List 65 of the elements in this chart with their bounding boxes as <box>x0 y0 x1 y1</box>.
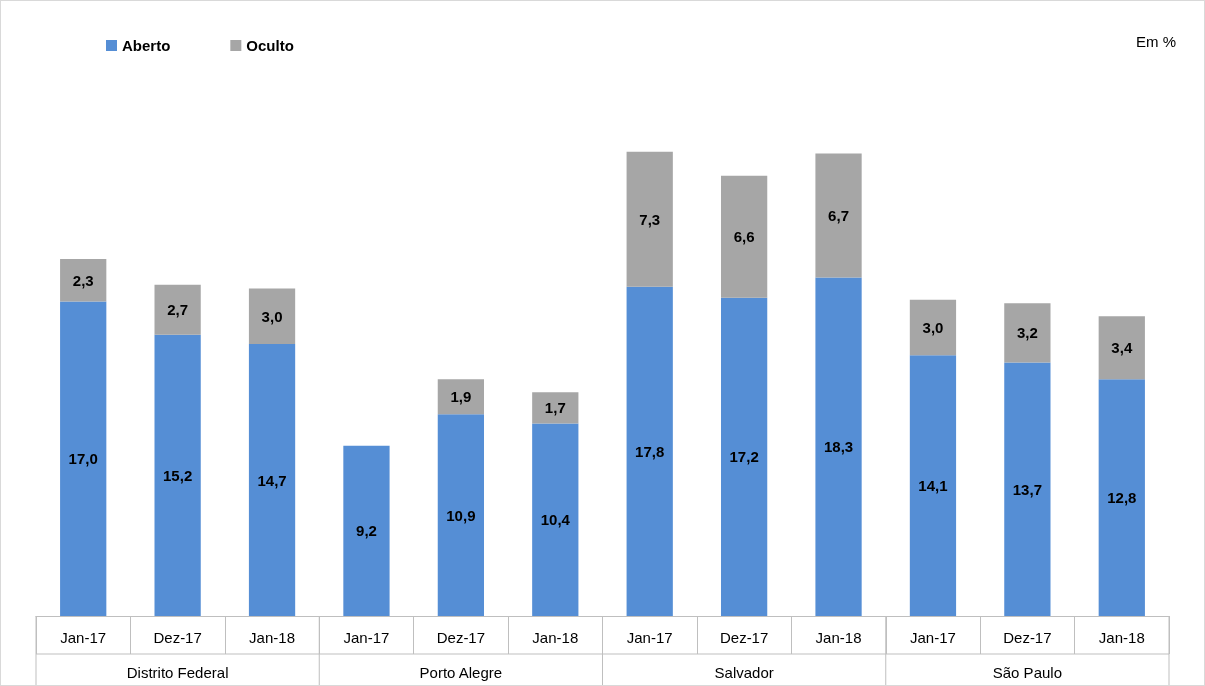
data-label: 13,7 <box>1012 480 1042 498</box>
data-label: 7,3 <box>639 210 661 228</box>
x-tick-label: Dez-17 <box>436 629 486 646</box>
data-label: 3,0 <box>922 318 944 336</box>
bar <box>437 379 485 415</box>
bar <box>626 286 673 616</box>
bar <box>248 288 296 345</box>
data-label: 10,9 <box>446 506 476 524</box>
bar <box>532 423 579 616</box>
legend-label: Aberto <box>122 37 171 54</box>
data-label: 3,0 <box>261 307 283 325</box>
x-tick-label: Jan-18 <box>532 629 579 646</box>
x-tick-label: Dez-17 <box>719 629 769 646</box>
bar <box>60 258 107 302</box>
x-tick-label: Jan-17 <box>60 629 107 646</box>
legend-label: Oculto <box>246 37 294 54</box>
bar <box>248 344 296 616</box>
bar <box>1098 379 1145 616</box>
data-label: 2,3 <box>72 271 94 289</box>
data-label: 18,3 <box>823 438 854 456</box>
bar <box>154 334 201 616</box>
bar <box>720 297 768 616</box>
x-tick-label: Jan-17 <box>343 629 390 646</box>
text: São Paulo <box>992 663 1062 681</box>
data-label: 3,2 <box>1016 324 1038 342</box>
data-label: 1,7 <box>544 399 566 417</box>
data-label: 2,7 <box>167 301 189 319</box>
data-label: 17,2 <box>729 448 759 466</box>
bar <box>720 175 768 298</box>
bar <box>909 355 957 616</box>
bar <box>909 299 957 356</box>
data-label: 3,4 <box>1111 339 1133 357</box>
data-label: 6,6 <box>733 228 755 246</box>
x-tick-label: Jan-17 <box>910 629 956 646</box>
x-tick-label: Dez-17 <box>153 629 202 646</box>
data-label: 14,7 <box>257 471 287 489</box>
text: Salvador <box>714 663 774 681</box>
text: Distrito Federal <box>126 663 229 681</box>
bar <box>626 151 673 287</box>
data-label: 10,4 <box>540 511 571 529</box>
bar <box>815 153 862 278</box>
bar <box>1098 316 1145 380</box>
text: Porto Alegre <box>419 663 503 681</box>
x-tick-label: Jan-18 <box>1098 629 1145 646</box>
bar <box>815 277 862 616</box>
bar <box>532 392 579 424</box>
data-label: 12,8 <box>1107 489 1137 507</box>
data-label: 14,1 <box>918 477 948 495</box>
data-label: 17,8 <box>635 442 665 460</box>
text: Em % <box>1136 33 1177 50</box>
bar <box>343 445 390 616</box>
x-tick-label: Jan-18 <box>249 629 295 646</box>
bar <box>1004 303 1051 363</box>
data-label: 15,2 <box>163 466 193 484</box>
x-tick-label: Dez-17 <box>1003 629 1052 646</box>
bar <box>154 284 201 335</box>
bar <box>60 301 107 616</box>
data-label: 9,2 <box>356 522 377 540</box>
data-label: 1,9 <box>450 388 472 406</box>
data-label: 6,7 <box>828 206 849 224</box>
bar <box>1004 362 1051 616</box>
bar <box>437 414 485 616</box>
x-tick-label: Jan-17 <box>626 629 673 646</box>
data-label: 17,0 <box>68 450 98 468</box>
x-tick-label: Jan-18 <box>815 629 862 646</box>
